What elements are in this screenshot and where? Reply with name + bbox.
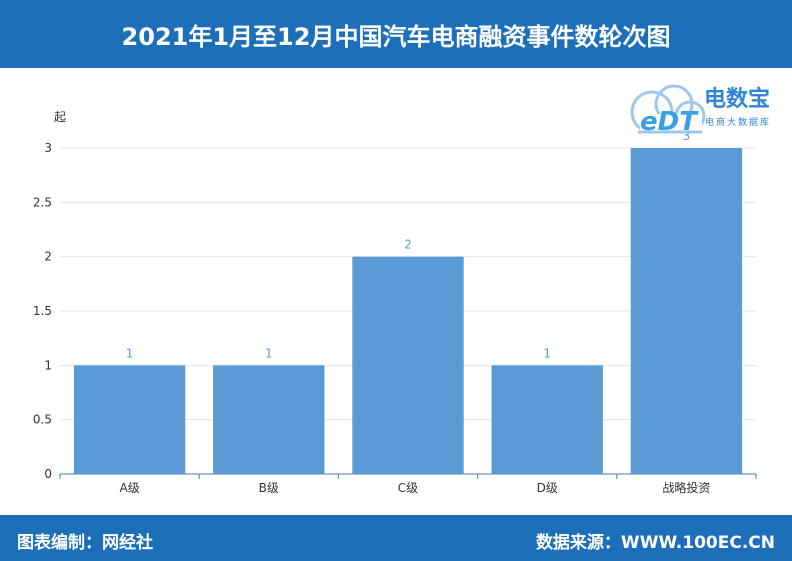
footer-banner: 图表编制：网经社 数据来源：WWW.100EC.CN	[0, 515, 792, 561]
bar-chart: 起 0 0.5 1 1.5 2 2.5 3 1 A级 1 B级 2 C级 1 D级 3 战略投资	[33, 110, 757, 495]
edt-logo: eDT 电数宝 电商大数据库	[630, 84, 771, 137]
x-tick-label: A级	[119, 481, 139, 495]
footer-source: 数据来源：WWW.100EC.CN	[535, 533, 775, 553]
x-tick-label: B级	[259, 481, 279, 495]
x-tick-label: C级	[398, 481, 418, 495]
logo-name: 电数宝	[704, 86, 770, 112]
y-tick-label: 1.5	[33, 304, 52, 318]
bar	[352, 256, 464, 474]
y-tick-label: 0	[44, 467, 52, 481]
bar	[213, 365, 325, 474]
x-tick-label: D级	[537, 481, 558, 495]
y-tick-label: 3	[44, 141, 52, 155]
bar	[491, 365, 603, 474]
chart-title-banner: 2021年1月至12月中国汽车电商融资事件数轮次图	[0, 0, 792, 68]
chart-title: 2021年1月至12月中国汽车电商融资事件数轮次图	[121, 22, 671, 51]
logo-mark: eDT	[640, 107, 699, 137]
bar-data-label: 1	[543, 346, 551, 360]
y-tick-label: 2	[44, 250, 52, 264]
bar-data-label: 2	[404, 238, 412, 252]
chart-area: 起 0 0.5 1 1.5 2 2.5 3 1 A级 1 B级 2 C级 1 D级 3 战略投资	[0, 68, 792, 515]
footer-editor: 图表编制：网经社	[17, 533, 153, 553]
bar-data-label: 3	[683, 129, 691, 143]
y-tick-label: 2.5	[33, 195, 52, 209]
bar	[73, 365, 186, 474]
y-tick-label: 0.5	[33, 413, 52, 427]
y-axis-unit-label: 起	[54, 110, 66, 124]
logo-tagline: 电商大数据库	[705, 116, 771, 128]
cloud-icon	[630, 84, 706, 134]
y-tick-label: 1	[44, 358, 52, 372]
bar	[630, 148, 743, 474]
bar-data-label: 1	[126, 346, 134, 360]
x-tick-label: 战略投资	[662, 480, 710, 495]
bar-data-label: 1	[265, 346, 273, 360]
